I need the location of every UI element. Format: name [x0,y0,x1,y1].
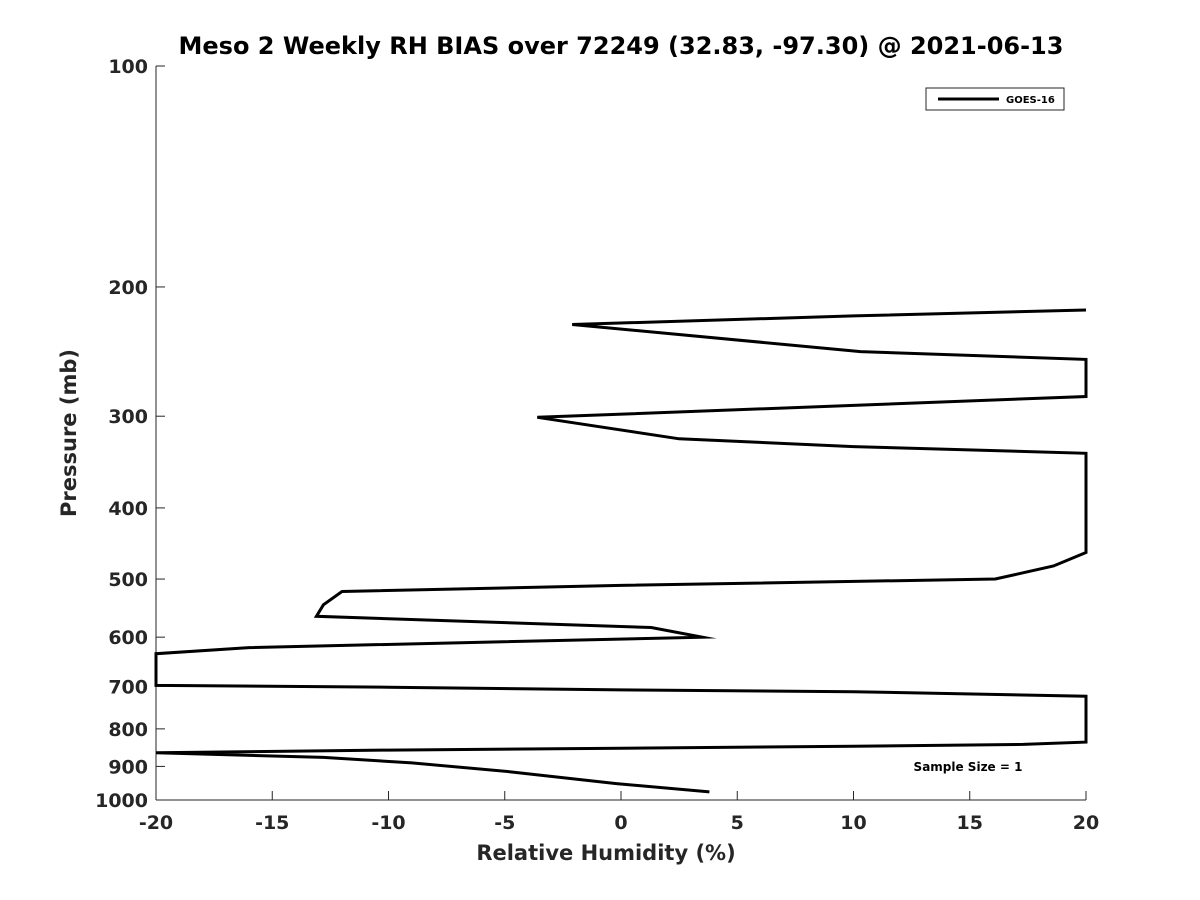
y-tick-label: 200 [108,277,148,299]
x-tick-label: -15 [255,812,289,834]
x-tick-label: 5 [731,812,744,834]
x-axis-label: Relative Humidity (%) [476,841,735,865]
y-tick-label: 400 [108,498,148,520]
y-axis-ticks: 100 200 300 400 500 600 700 800 900 1000 [95,56,165,812]
y-tick-label: 500 [108,569,148,591]
y-axis-label: Pressure (mb) [57,349,81,517]
x-tick-label: 10 [840,812,866,834]
legend: GOES-16 [925,87,1065,111]
x-tick-label: 0 [614,812,627,834]
x-tick-label: 15 [957,812,983,834]
y-tick-label: 700 [108,676,148,698]
sample-size-annotation: Sample Size = 1 [914,760,1023,774]
series-layer [154,308,1088,794]
y-tick-label: 1000 [95,790,148,812]
x-axis-ticks: -20 -15 -10 -5 0 5 10 15 20 [139,791,1099,834]
y-tick-label: 900 [108,756,148,778]
chart-title: Meso 2 Weekly RH BIAS over 72249 (32.83,… [179,32,1064,60]
x-tick-label: 20 [1073,812,1099,834]
series-line-goes-16 [154,308,1088,794]
legend-label-goes-16: GOES-16 [1006,95,1055,106]
y-tick-label: 100 [108,56,148,78]
y-tick-label: 600 [108,627,148,649]
x-tick-label: -10 [371,812,405,834]
y-tick-label: 800 [108,719,148,741]
x-tick-label: -20 [139,812,173,834]
y-tick-label: 300 [108,406,148,428]
x-tick-label: -5 [494,812,515,834]
